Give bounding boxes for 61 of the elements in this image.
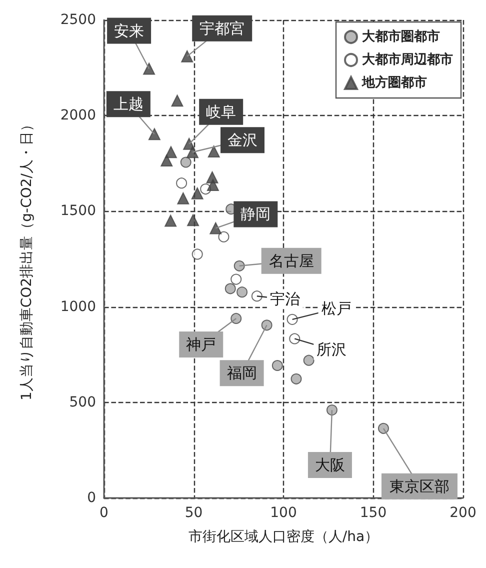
point [224, 283, 236, 294]
point [218, 231, 230, 242]
y-tick-label: 1000 [60, 298, 96, 315]
y-tick-label: 500 [69, 394, 96, 410]
point [180, 156, 192, 168]
x-tick-label: 150 [360, 505, 387, 521]
point [206, 179, 219, 192]
annotation: 岐阜 [206, 102, 236, 121]
x-axis-title: 市街化区域人口密度（人/ha） [188, 529, 379, 545]
legend-label: 大都市周辺都市 [362, 52, 453, 68]
y-tick-label: 2000 [60, 108, 96, 124]
annotation: 大阪 [314, 456, 345, 474]
point [230, 274, 242, 285]
point [290, 373, 302, 384]
x-tick-label: 50 [184, 505, 203, 521]
annotation: 金沢 [227, 131, 258, 150]
point [236, 286, 248, 298]
y-axis-title: 1人当り自動車CO2排出量（g-CO2/人・日） [19, 118, 35, 400]
point [303, 354, 314, 366]
point [171, 94, 184, 107]
annotation: 所沢 [316, 340, 347, 359]
annotation: 宇都宮 [200, 19, 245, 38]
x-tick-label: 200 [450, 505, 476, 521]
legend-label: 地方圏都市 [361, 74, 427, 90]
point [160, 154, 173, 167]
y-tick-label: 2500 [60, 12, 96, 28]
point [378, 422, 389, 434]
point [230, 312, 242, 324]
point [326, 404, 338, 416]
x-tick-label: 0 [100, 505, 108, 521]
point [164, 214, 177, 227]
annotation: 神戸 [186, 335, 216, 354]
annotation: 名古屋 [268, 252, 314, 270]
annotation: 宇治 [270, 290, 300, 308]
annotation: 東京区部 [389, 477, 450, 496]
x-tick-label: 100 [270, 505, 297, 521]
point [148, 128, 160, 140]
point [181, 50, 194, 62]
point [251, 290, 262, 302]
y-tick-label: 0 [87, 490, 96, 506]
legend-label: 大都市圏都市 [362, 28, 440, 44]
annotation: 福岡 [226, 364, 257, 382]
point [191, 187, 204, 200]
point [234, 260, 245, 272]
annotation: 静岡 [240, 205, 271, 224]
point [143, 62, 156, 75]
point [272, 360, 283, 371]
point [286, 314, 298, 325]
point [289, 333, 300, 344]
annotation: 上越 [113, 95, 144, 114]
point [177, 192, 190, 204]
y-tick-label: 1500 [60, 203, 96, 220]
point [210, 222, 222, 234]
annotation: 松戸 [321, 299, 352, 318]
point [192, 248, 203, 260]
point [208, 146, 220, 158]
point [187, 214, 200, 226]
point [261, 320, 272, 331]
point [176, 178, 188, 189]
point [186, 146, 198, 158]
annotation: 安来 [114, 22, 144, 40]
